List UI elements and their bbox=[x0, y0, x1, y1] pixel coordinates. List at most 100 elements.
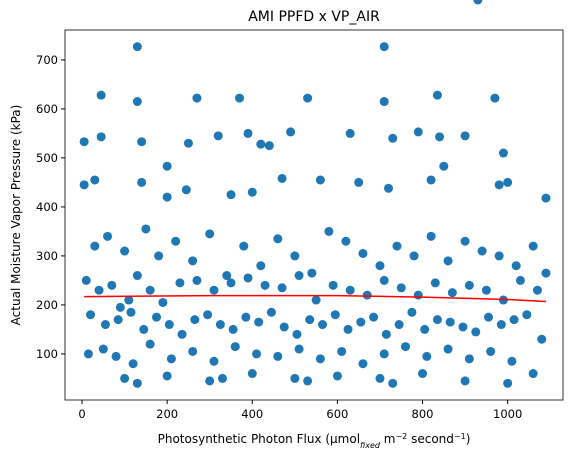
point bbox=[183, 138, 193, 148]
x-tick-label: 200 bbox=[156, 407, 178, 421]
point bbox=[81, 275, 91, 285]
point bbox=[496, 320, 506, 330]
point bbox=[264, 141, 274, 151]
point bbox=[522, 310, 532, 320]
point bbox=[362, 290, 372, 300]
point bbox=[358, 359, 368, 369]
point bbox=[413, 127, 423, 137]
point bbox=[128, 359, 138, 369]
point bbox=[90, 175, 100, 185]
point bbox=[273, 234, 283, 244]
point bbox=[388, 133, 398, 143]
point bbox=[243, 273, 253, 283]
point bbox=[503, 177, 513, 187]
point bbox=[430, 278, 440, 288]
point bbox=[345, 285, 355, 295]
point bbox=[137, 137, 147, 147]
point bbox=[83, 349, 93, 359]
point bbox=[471, 327, 481, 337]
point bbox=[379, 97, 389, 107]
point bbox=[541, 193, 551, 203]
point bbox=[484, 312, 494, 322]
point bbox=[90, 241, 100, 251]
point bbox=[139, 324, 149, 334]
point bbox=[209, 285, 219, 295]
point bbox=[115, 302, 125, 312]
point bbox=[432, 315, 442, 325]
point bbox=[252, 349, 262, 359]
x-axis-label-part: m bbox=[380, 432, 396, 446]
point bbox=[303, 376, 313, 386]
y-axis-label: Actual Moisture Vapor Pressure (kPa) bbox=[9, 105, 23, 326]
point bbox=[94, 285, 104, 295]
y-tick-label: 600 bbox=[36, 102, 58, 116]
point bbox=[388, 378, 398, 388]
point bbox=[432, 90, 442, 100]
x-axis-label-part: second bbox=[407, 432, 454, 446]
point bbox=[375, 261, 385, 271]
point bbox=[190, 315, 200, 325]
point bbox=[273, 351, 283, 361]
point bbox=[354, 177, 364, 187]
point bbox=[154, 251, 164, 261]
point bbox=[188, 256, 198, 266]
point bbox=[383, 183, 393, 193]
point bbox=[528, 241, 538, 251]
point bbox=[445, 317, 455, 327]
point bbox=[303, 93, 313, 103]
point bbox=[401, 342, 411, 352]
point bbox=[126, 307, 136, 317]
point bbox=[103, 231, 113, 241]
point bbox=[507, 356, 517, 366]
x-axis-label: Photosynthetic Photon Flux (µmolfixed m−… bbox=[158, 432, 471, 450]
point bbox=[511, 261, 521, 271]
point bbox=[356, 317, 366, 327]
point bbox=[324, 226, 334, 236]
point bbox=[486, 346, 496, 356]
point bbox=[315, 354, 325, 364]
point bbox=[141, 224, 151, 234]
point bbox=[460, 131, 470, 141]
point bbox=[247, 187, 257, 197]
point bbox=[111, 351, 121, 361]
point bbox=[132, 378, 142, 388]
point bbox=[332, 371, 342, 381]
point bbox=[120, 373, 130, 383]
point bbox=[254, 317, 264, 327]
point bbox=[137, 177, 147, 187]
point bbox=[164, 320, 174, 330]
point bbox=[443, 344, 453, 354]
point bbox=[290, 373, 300, 383]
point bbox=[132, 97, 142, 107]
point bbox=[311, 295, 321, 305]
x-axis-label-part: fixed bbox=[360, 441, 381, 450]
point bbox=[132, 42, 142, 52]
x-axis-label-part: −2 bbox=[395, 432, 407, 441]
point bbox=[343, 324, 353, 334]
y-tick-label: 100 bbox=[36, 347, 58, 361]
point bbox=[422, 351, 432, 361]
point bbox=[79, 180, 89, 190]
point bbox=[515, 275, 525, 285]
point bbox=[358, 248, 368, 258]
point bbox=[318, 320, 328, 330]
point bbox=[228, 324, 238, 334]
point bbox=[86, 310, 96, 320]
point bbox=[260, 280, 270, 290]
point bbox=[439, 161, 449, 171]
point bbox=[192, 275, 202, 285]
point bbox=[509, 315, 519, 325]
point bbox=[162, 371, 172, 381]
point bbox=[330, 310, 340, 320]
point bbox=[407, 307, 417, 317]
point bbox=[171, 236, 181, 246]
point bbox=[98, 344, 108, 354]
point bbox=[205, 229, 215, 239]
point bbox=[305, 315, 315, 325]
point bbox=[294, 271, 304, 281]
x-tick-label: 800 bbox=[412, 407, 434, 421]
point bbox=[292, 329, 302, 339]
point bbox=[279, 322, 289, 332]
point bbox=[226, 278, 236, 288]
